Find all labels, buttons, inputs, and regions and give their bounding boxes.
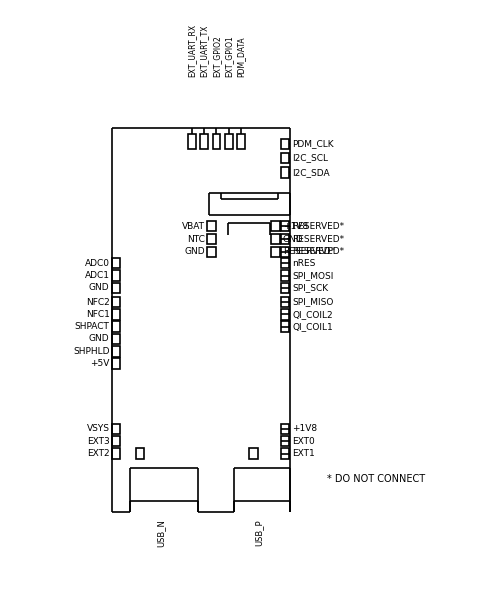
Bar <box>271 221 280 231</box>
Text: EXT3: EXT3 <box>87 437 110 446</box>
Bar <box>207 247 216 257</box>
Bar <box>237 135 245 149</box>
Bar <box>271 247 280 257</box>
Text: EXT_GPIO2: EXT_GPIO2 <box>212 36 221 77</box>
Bar <box>112 322 120 332</box>
Text: NTC: NTC <box>187 234 206 244</box>
Text: RESERVED*: RESERVED* <box>283 247 335 256</box>
Bar <box>225 135 233 149</box>
Text: USB_N: USB_N <box>157 519 166 547</box>
Text: PDM_CLK: PDM_CLK <box>292 140 334 148</box>
Bar <box>281 448 289 459</box>
Text: VSYS: VSYS <box>86 424 110 434</box>
Bar <box>112 359 120 369</box>
Bar <box>281 271 289 280</box>
Bar <box>112 271 120 280</box>
Text: RESERVED*: RESERVED* <box>292 234 344 244</box>
Text: SPI_MOSI: SPI_MOSI <box>292 271 333 280</box>
Bar <box>281 283 289 293</box>
Bar <box>207 221 216 231</box>
Bar <box>281 322 289 332</box>
Bar <box>281 138 289 149</box>
Text: GND: GND <box>185 247 206 256</box>
Text: EXT0: EXT0 <box>292 437 315 446</box>
Bar <box>207 234 216 244</box>
Bar <box>281 167 289 178</box>
Text: SPI_SCK: SPI_SCK <box>292 284 329 292</box>
Bar <box>281 258 289 268</box>
Bar <box>112 448 120 459</box>
Text: EXT_UART_RX: EXT_UART_RX <box>187 24 197 77</box>
Text: +1V8: +1V8 <box>283 222 308 231</box>
Bar <box>249 448 258 459</box>
Text: nRES: nRES <box>292 259 316 268</box>
Bar <box>112 346 120 357</box>
Bar <box>281 234 289 244</box>
Bar <box>112 297 120 308</box>
Bar <box>112 309 120 320</box>
Bar <box>271 234 280 244</box>
Text: QI_COIL2: QI_COIL2 <box>292 310 333 319</box>
Text: QI_COIL1: QI_COIL1 <box>292 322 333 331</box>
Text: EXT1: EXT1 <box>292 449 315 458</box>
Bar <box>112 424 120 434</box>
Text: GND: GND <box>89 335 110 344</box>
Bar <box>281 309 289 320</box>
Text: VBAT: VBAT <box>182 222 206 231</box>
Bar <box>112 436 120 446</box>
Bar <box>281 153 289 164</box>
Bar <box>136 448 144 459</box>
Text: PDM_DATA: PDM_DATA <box>237 36 246 77</box>
Bar <box>112 283 120 293</box>
Text: SPI_MISO: SPI_MISO <box>292 298 333 306</box>
Text: I2C_SDA: I2C_SDA <box>292 168 330 177</box>
Bar <box>188 135 196 149</box>
Text: EXT2: EXT2 <box>87 449 110 458</box>
Text: EXT_UART_TX: EXT_UART_TX <box>200 25 208 77</box>
Text: ADC1: ADC1 <box>84 271 110 280</box>
Text: SHPHLD: SHPHLD <box>73 347 110 356</box>
Bar <box>112 334 120 344</box>
Bar <box>281 247 289 257</box>
Text: GND: GND <box>283 234 303 244</box>
Text: +5V: +5V <box>90 359 110 368</box>
Text: * DO NOT CONNECT: * DO NOT CONNECT <box>327 474 425 483</box>
Text: NFC2: NFC2 <box>86 298 110 306</box>
Text: ADC0: ADC0 <box>84 259 110 268</box>
Text: RESERVED*: RESERVED* <box>292 247 344 256</box>
Bar <box>281 424 289 434</box>
Bar <box>281 221 289 231</box>
Text: RESERVED*: RESERVED* <box>292 222 344 231</box>
Bar <box>112 258 120 268</box>
Text: USB_P: USB_P <box>254 519 263 546</box>
Text: EXT_GPIO1: EXT_GPIO1 <box>224 36 233 77</box>
Text: +1V8: +1V8 <box>292 424 317 434</box>
Bar <box>281 297 289 308</box>
Text: I2C_SCL: I2C_SCL <box>292 154 328 162</box>
Bar <box>281 436 289 446</box>
Text: GND: GND <box>89 284 110 292</box>
Bar <box>212 135 220 149</box>
Bar <box>201 135 208 149</box>
Text: SHPACT: SHPACT <box>75 322 110 331</box>
Text: NFC1: NFC1 <box>86 310 110 319</box>
